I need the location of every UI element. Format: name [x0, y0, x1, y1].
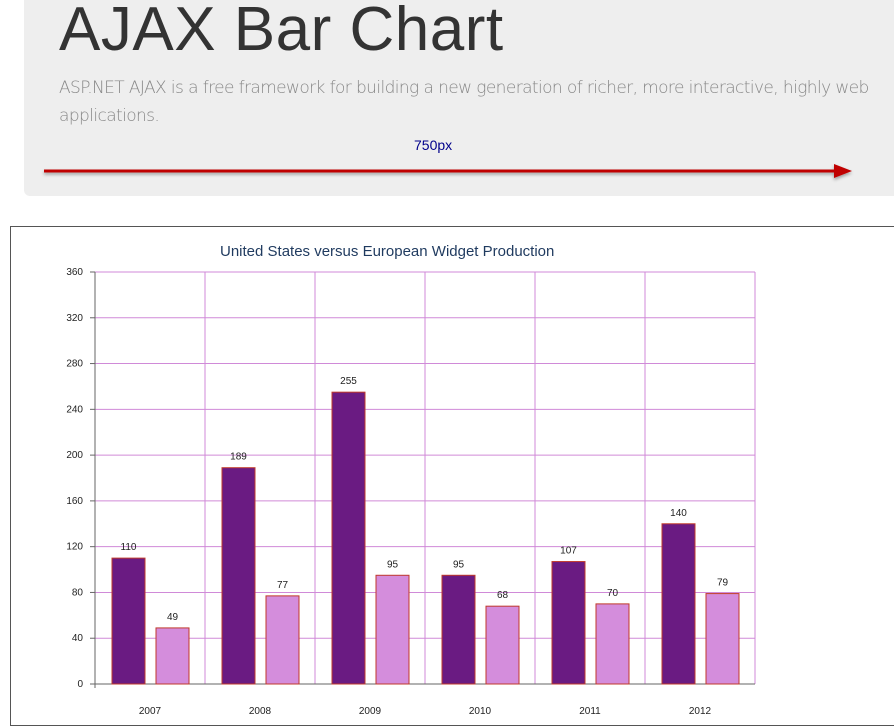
x-tick-label: 2008	[249, 706, 272, 717]
bar	[155, 627, 190, 685]
bar	[595, 603, 630, 685]
data-label: 110	[121, 542, 137, 553]
y-tick-label: 160	[66, 496, 83, 507]
data-label: 95	[453, 559, 465, 570]
lead-text: ASP.NET AJAX is a free framework for bui…	[59, 78, 869, 126]
y-tick-label: 360	[66, 267, 83, 278]
y-tick-label: 0	[77, 679, 83, 690]
y-tick-label: 40	[72, 633, 84, 644]
data-label: 77	[277, 580, 289, 591]
width-arrow-icon	[44, 164, 852, 178]
x-tick-label: 2012	[689, 706, 712, 717]
y-tick-label: 120	[66, 542, 83, 553]
x-tick-label: 2011	[579, 706, 601, 717]
bar	[221, 467, 256, 685]
bar	[551, 561, 586, 685]
y-tick-label: 80	[72, 587, 84, 598]
data-label: 49	[167, 612, 179, 623]
y-tick-label: 320	[66, 313, 83, 324]
y-tick-label: 280	[66, 359, 83, 370]
y-tick-label: 240	[66, 404, 83, 415]
data-label: 95	[387, 559, 399, 570]
data-label: 68	[497, 590, 509, 601]
bar	[375, 574, 410, 685]
bar	[331, 391, 366, 685]
y-tick-label: 200	[66, 450, 83, 461]
data-label: 79	[717, 578, 729, 589]
bar	[705, 593, 740, 685]
data-label: 70	[607, 588, 619, 599]
chart-title: United States versus European Widget Pro…	[220, 243, 555, 260]
bar	[265, 595, 300, 685]
bar	[485, 605, 520, 685]
data-label: 140	[670, 508, 687, 519]
page-title: AJAX Bar Chart	[59, 0, 504, 64]
bar	[441, 574, 476, 685]
data-label: 189	[230, 452, 247, 463]
jumbotron-header	[24, 0, 894, 196]
data-label: 255	[340, 376, 357, 387]
x-tick-label: 2007	[139, 706, 162, 717]
x-tick-label: 2009	[359, 706, 382, 717]
x-tick-label: 2010	[469, 706, 492, 717]
bar	[661, 523, 696, 685]
bar	[111, 557, 146, 685]
data-label: 107	[560, 546, 577, 557]
width-annotation-label: 750px	[414, 137, 453, 153]
